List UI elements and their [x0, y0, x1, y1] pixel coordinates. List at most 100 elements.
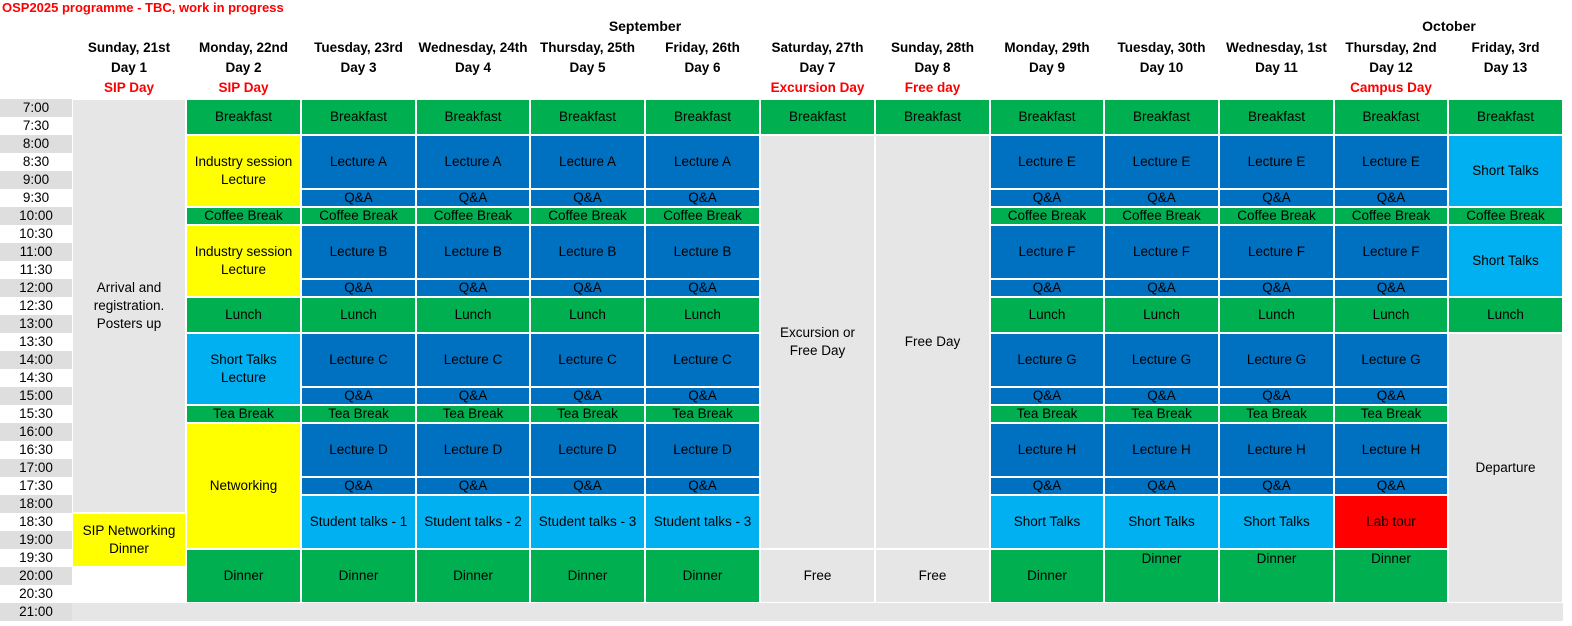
schedule-cell: Dinner	[301, 549, 416, 603]
schedule-cell-text: Lecture B	[558, 244, 617, 259]
schedule-cell-text: Student talks - 2	[424, 514, 522, 529]
schedule-cell-text: Q&A	[344, 280, 373, 295]
schedule-cell: Q&A	[1104, 387, 1219, 405]
schedule-cell: Breakfast	[186, 99, 301, 135]
schedule-cell: Lecture B	[645, 225, 760, 279]
time-label: 11:30	[19, 262, 53, 277]
schedule-cell: Q&A	[1219, 279, 1334, 297]
schedule-cell: Breakfast	[416, 99, 530, 135]
schedule-cell: Lecture G	[990, 333, 1104, 387]
schedule-cell-text: Tea Break	[1246, 406, 1307, 421]
schedule-cell: Industry session Lecture	[186, 225, 301, 297]
schedule-cell: Q&A	[1334, 279, 1448, 297]
schedule-cell-text: Breakfast	[673, 109, 732, 124]
time-label: 7:00	[0, 99, 72, 117]
schedule-cell-text: Breakfast	[1362, 109, 1420, 124]
day-number: Day 8	[914, 60, 951, 75]
schedule-cell: Q&A	[990, 279, 1104, 297]
schedule-cell-text: Lecture A	[558, 154, 617, 169]
schedule-cell: Student talks - 3	[530, 495, 645, 549]
schedule-cell-text: Tea Break	[557, 406, 618, 421]
time-label: 19:30	[19, 550, 53, 565]
schedule-cell: Q&A	[1219, 477, 1334, 495]
schedule-cell: Breakfast	[1219, 99, 1334, 135]
schedule-cell-text: Lunch	[1487, 307, 1524, 322]
schedule-cell-text: Student talks - 3	[538, 514, 637, 529]
schedule-cell: Q&A	[1104, 189, 1219, 207]
day-date: Thursday, 2nd	[1345, 40, 1437, 55]
schedule-cell-text: Q&A	[458, 388, 488, 403]
schedule-cell: Lunch	[1104, 297, 1219, 333]
time-label: 10:00	[0, 207, 72, 225]
schedule-cell-text: Lunch	[569, 307, 606, 322]
schedule-cell-text: Lecture G	[1246, 352, 1307, 367]
schedule-cell-text: Tea Break	[672, 406, 733, 421]
schedule-cell: Lunch	[645, 297, 760, 333]
schedule-cell: Q&A	[530, 189, 645, 207]
schedule-cell-text: Lecture C	[329, 352, 388, 367]
time-label: 9:30	[22, 190, 50, 205]
schedule-cell-text: Q&A	[1262, 478, 1291, 493]
schedule-cell-text: Q&A	[344, 478, 373, 493]
schedule-cell: Lunch	[1334, 297, 1448, 333]
schedule-cell-text: Dinner	[1027, 568, 1067, 583]
day-date: Wednesday, 1st	[1226, 40, 1327, 55]
day-theme: Excursion Day	[770, 80, 865, 95]
time-label: 16:00	[0, 423, 72, 441]
schedule-cell-text: Arrival and registration. Posters up	[93, 280, 165, 331]
schedule-cell-text: Short Talks	[1128, 514, 1195, 529]
schedule-cell-text: Breakfast	[1132, 109, 1191, 124]
schedule-cell-text: Lunch	[684, 307, 721, 322]
schedule-cell-text: Q&A	[1376, 190, 1406, 205]
schedule-cell: Lecture E	[1219, 135, 1334, 189]
schedule-cell: Q&A	[1334, 189, 1448, 207]
day-number: Day 10	[1139, 60, 1184, 75]
schedule-cell-text: Lecture F	[1247, 244, 1306, 259]
schedule-cell: Breakfast	[990, 99, 1104, 135]
schedule-cell-text: Q&A	[1032, 190, 1062, 205]
schedule-cell: Tea Break	[530, 405, 645, 423]
schedule-cell: Lecture E	[1104, 135, 1219, 189]
schedule-cell-text: Short Talks	[1472, 253, 1539, 268]
schedule-cell-text: Coffee Break	[663, 208, 742, 223]
schedule-cell: Q&A	[1334, 387, 1448, 405]
schedule-cell: Lecture B	[416, 225, 530, 279]
schedule-cell-text: Excursion or Free Day	[779, 325, 856, 358]
schedule-cell: Lunch	[301, 297, 416, 333]
schedule-cell-text: Q&A	[1262, 280, 1291, 295]
schedule-cell-text: Lecture B	[673, 244, 732, 259]
schedule-cell: Lecture D	[416, 423, 530, 477]
day-date: Sunday, 28th	[890, 40, 975, 55]
schedule-cell-text: Q&A	[1376, 478, 1406, 493]
schedule-cell: Lecture H	[1104, 423, 1219, 477]
schedule-cell-text: Student talks - 1	[309, 514, 408, 529]
schedule-cell: Excursion or Free Day	[760, 135, 875, 549]
schedule-cell: Tea Break	[990, 405, 1104, 423]
schedule-cell: Breakfast	[301, 99, 416, 135]
schedule-cell: Q&A	[1334, 477, 1448, 495]
schedule-cell-text: Student talks - 3	[653, 514, 752, 529]
schedule-cell-text: Lecture H	[1361, 442, 1421, 457]
schedule-cell-text: Q&A	[1147, 478, 1176, 493]
schedule-cell-text: Q&A	[688, 478, 717, 493]
schedule-cell: Short Talks	[1448, 135, 1563, 207]
schedule-cell-text: Lecture B	[329, 244, 388, 259]
schedule-cell: Lecture A	[530, 135, 645, 189]
time-label: 12:00	[0, 279, 72, 297]
schedule-cell: Q&A	[990, 189, 1104, 207]
schedule-cell-text: Lecture B	[444, 244, 502, 259]
schedule-cell-text: Q&A	[458, 280, 488, 295]
schedule-cell-text: Q&A	[688, 280, 717, 295]
schedule-cell: Tea Break	[1219, 405, 1334, 423]
time-label: 13:00	[0, 315, 72, 333]
schedule-cell-text: Q&A	[1032, 280, 1062, 295]
schedule-cell: Free Day	[875, 135, 990, 549]
day-theme: SIP Day	[103, 80, 155, 95]
day-date: Friday, 3rd	[1471, 40, 1540, 55]
schedule-cell-text: Short Talks Lecture	[210, 352, 277, 385]
schedule-cell-text: Lecture E	[1132, 154, 1191, 169]
schedule-cell: Short Talks	[1104, 495, 1219, 549]
schedule-cell: Tea Break	[645, 405, 760, 423]
schedule-cell-text: Dinner	[223, 568, 264, 583]
day-number: Day 4	[454, 60, 492, 75]
